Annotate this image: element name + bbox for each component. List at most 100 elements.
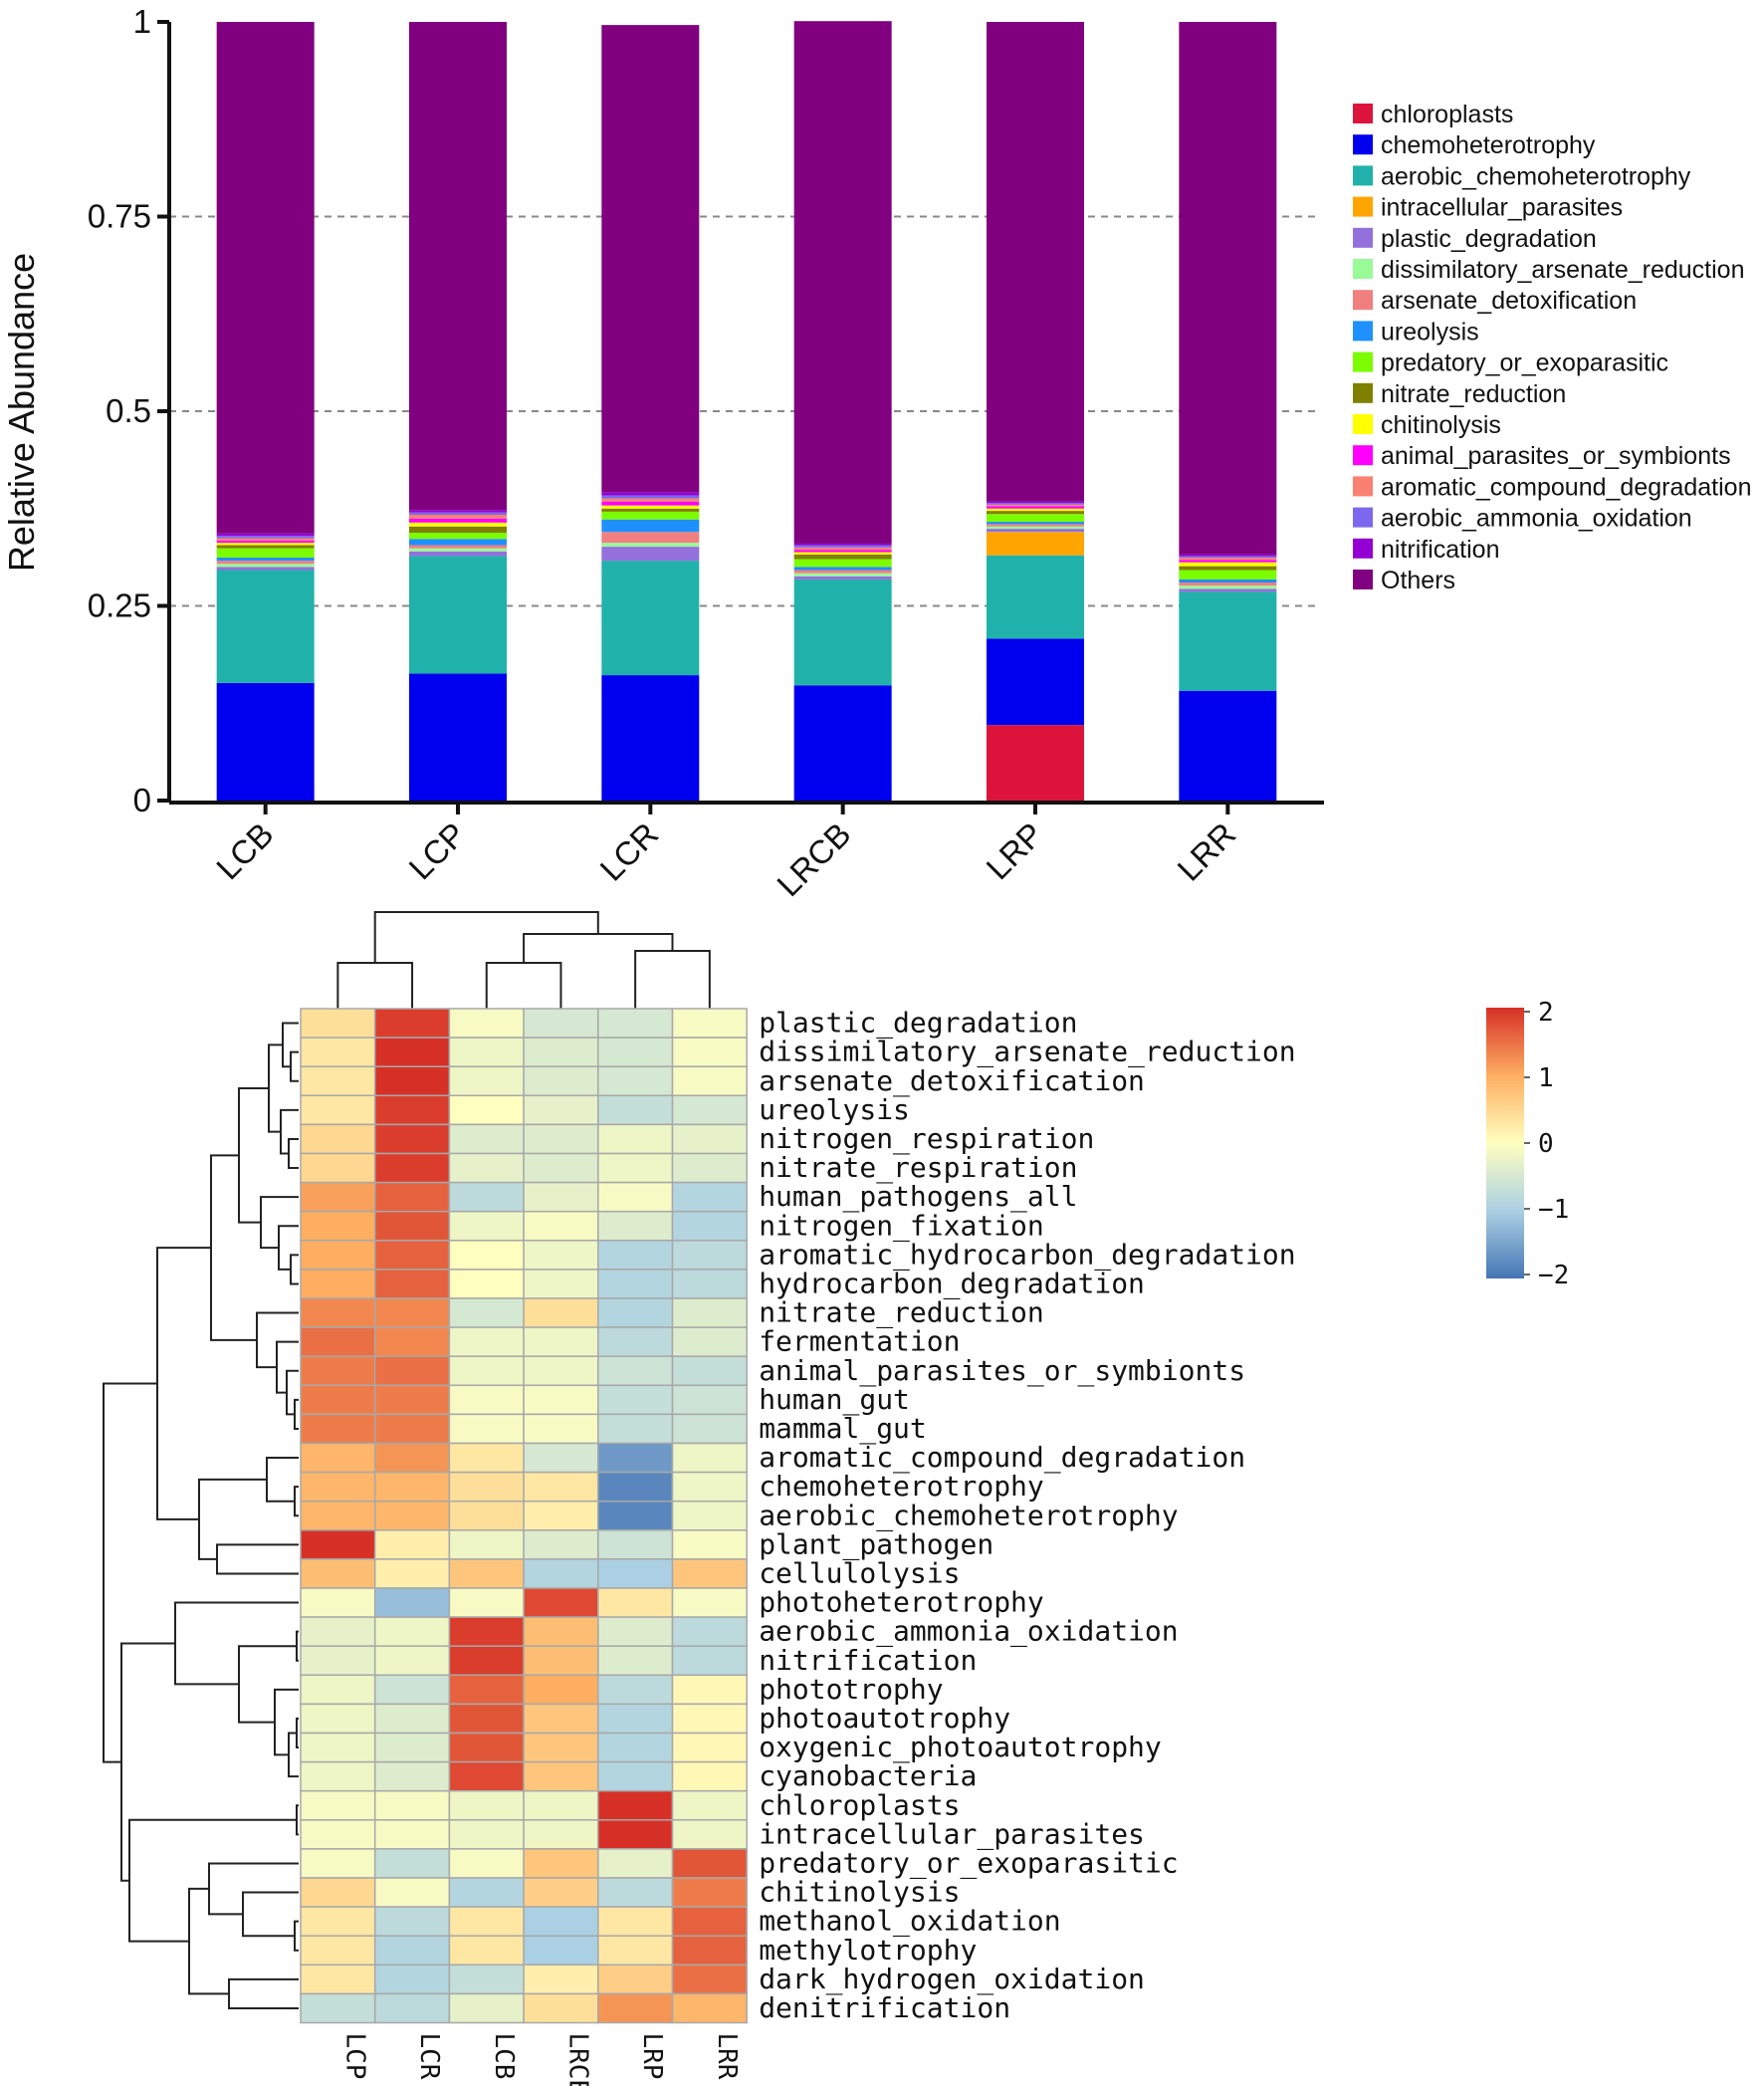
heatmap-cell	[523, 1616, 599, 1647]
heatmap-cell	[300, 1210, 376, 1242]
heatmap-row-label: fermentation	[759, 1325, 960, 1358]
heatmap-cell	[671, 1037, 748, 1067]
heatmap-row-label: chemoheterotrophy	[759, 1470, 1044, 1503]
heatmap-cell	[523, 1152, 599, 1184]
row-dendrogram-branch	[242, 1891, 299, 1938]
bar-segment	[601, 532, 700, 544]
heatmap-cell	[373, 1877, 451, 1908]
heatmap-cell	[671, 1297, 748, 1328]
heatmap-cell	[597, 1587, 674, 1618]
stacked-bar-chart: 0 0.25 0.5 0.75 1 LCB LCP LCR LRCB LRP LRR Relati…	[1, 3, 1751, 903]
row-dendrogram-branch	[238, 1087, 269, 1224]
bar-segment	[216, 682, 315, 801]
y-axis-title: Relative Abundance	[1, 253, 42, 572]
heatmap-cell	[523, 1326, 599, 1357]
heatmap-cell	[300, 1992, 376, 2024]
bar-stack-lcr	[601, 25, 700, 801]
bar-segment	[601, 25, 700, 493]
heatmap-cell	[373, 1442, 451, 1474]
heatmap-cell	[300, 1674, 376, 1706]
bar-segment	[987, 524, 1084, 527]
heatmap-row-label: photoautotrophy	[759, 1702, 1010, 1735]
heatmap-cell	[671, 1992, 748, 2024]
row-dendrogram-branch	[286, 1369, 299, 1416]
column-dendrogram-branch	[634, 950, 711, 1009]
bar-segment	[987, 725, 1084, 801]
x-category-label: LCR	[592, 815, 665, 888]
heatmap-cell	[448, 1587, 525, 1618]
heatmap-cell	[523, 1992, 599, 2024]
bar-segment	[987, 508, 1084, 512]
heatmap-cell	[373, 1355, 451, 1387]
heatmap-cell	[671, 1500, 748, 1531]
row-dendrogram-branch	[294, 1920, 299, 1952]
heatmap-cell	[597, 1992, 674, 2024]
bar-segment	[987, 529, 1084, 533]
heatmap-cell	[597, 1355, 674, 1387]
bar-segment	[601, 519, 700, 533]
heatmap-cell	[671, 1413, 748, 1445]
x-category-label: LRCB	[770, 815, 857, 903]
bar-segment	[216, 558, 315, 562]
heatmap-row-label: nitrogen_fixation	[759, 1209, 1044, 1243]
scale-tick-label: −2	[1538, 1261, 1569, 1290]
legend-label: nitrate_reduction	[1381, 380, 1566, 408]
row-dendrogram-branch	[216, 1543, 299, 1575]
legend-label: chitinolysis	[1381, 411, 1501, 439]
bar-segment	[987, 22, 1084, 502]
bar-segment	[793, 545, 892, 548]
scale-tick-label: 2	[1538, 998, 1554, 1028]
bar-segment	[216, 538, 315, 541]
heatmap-cell	[300, 1848, 376, 1879]
bar-segment	[987, 522, 1084, 525]
bar-segment	[793, 570, 892, 574]
heatmap-cell	[523, 1732, 599, 1763]
heatmap-cell	[300, 1964, 376, 1995]
bar-segment	[601, 505, 700, 509]
heatmap-cell	[523, 1240, 599, 1271]
heatmap-row-label: plastic_degradation	[759, 1007, 1077, 1041]
heatmap-cell	[597, 1877, 674, 1908]
x-axis-categories: LCB LCP LCR LRCB LRP LRR	[209, 803, 1242, 903]
bar-segment	[601, 547, 700, 562]
bar-segment	[409, 512, 507, 516]
bar-segment	[1179, 556, 1277, 559]
row-dendrogram-branch	[210, 1154, 257, 1341]
y-axis-ticks: 0 0.25 0.5 0.75 1	[88, 3, 169, 818]
legend-label: intracellular_parasites	[1381, 194, 1623, 222]
heatmap-cell	[671, 1587, 748, 1618]
heatmap-cell	[671, 1008, 748, 1039]
heatmap-cell	[373, 1789, 451, 1821]
legend-swatch	[1353, 104, 1373, 123]
row-dendrogram-branch	[128, 1818, 297, 1943]
heatmap-row-label: plant_pathogen	[759, 1527, 993, 1561]
heatmap-cell	[448, 1355, 525, 1387]
heatmap-cell	[373, 1152, 451, 1184]
heatmap-cell	[597, 1848, 674, 1879]
row-dendrogram-branch	[198, 1478, 267, 1560]
column-dendrogram-branch	[485, 962, 562, 1009]
heatmap-cell	[671, 1732, 748, 1763]
heatmap-cell	[448, 1703, 525, 1735]
heatmap-row-label: denitrification	[759, 1991, 1010, 2024]
bar-segment	[216, 567, 315, 571]
heatmap-column-label: LRP	[637, 2033, 667, 2080]
bar-segment	[216, 564, 315, 568]
legend-label: plastic_degradation	[1381, 225, 1597, 253]
heatmap-cell	[373, 1269, 451, 1299]
heatmap-cell	[671, 1935, 748, 1967]
heatmap-row-label: animal_parasites_or_symbionts	[759, 1354, 1245, 1388]
heatmap-row-label: aerobic_ammonia_oxidation	[759, 1615, 1178, 1649]
heatmap-cell	[448, 1645, 525, 1677]
heatmap-cell	[373, 1500, 451, 1531]
heatmap-cell	[300, 1471, 376, 1503]
heatmap-row-label: nitrogen_respiration	[759, 1122, 1094, 1156]
heatmap-cell	[597, 1558, 674, 1589]
heatmap-cell	[523, 1384, 599, 1416]
heatmap-cell	[597, 1152, 674, 1184]
heatmap-cell	[373, 1964, 451, 1995]
row-dendrogram-branch	[274, 1688, 299, 1756]
heatmap-cell	[597, 1037, 674, 1067]
bar-segment	[409, 673, 507, 801]
